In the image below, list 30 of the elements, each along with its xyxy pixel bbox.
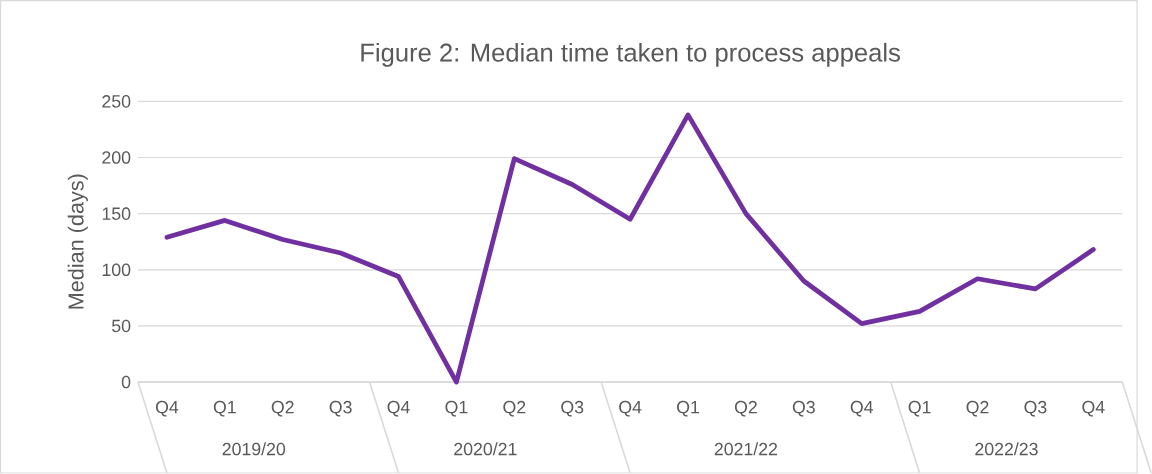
x-tick-label: Q4 (1082, 400, 1105, 417)
text: 2022/23 (975, 442, 1038, 456)
x-tick-label: Q1 (445, 400, 468, 417)
x-tick-label: Q4 (850, 400, 874, 417)
line-series (164, 112, 1096, 385)
x-tick-label: Q3 (329, 400, 352, 417)
text: 2021/22 (714, 442, 778, 456)
y-tick-label: 0 (121, 375, 131, 389)
x-tick-label: Q3 (561, 400, 584, 417)
x-tick-label: Q1 (908, 400, 931, 417)
x-tick-label: Q1 (677, 400, 699, 417)
y-tick-label: 200 (102, 151, 131, 164)
x-tick-label: Q2 (503, 400, 526, 417)
y-tick-label: 100 (102, 263, 131, 277)
x-tick-label: Q3 (1024, 400, 1047, 417)
y-tick-label: 150 (102, 207, 131, 221)
x-tick-label: Q2 (966, 400, 989, 417)
x-tick-label: Q4 (155, 400, 179, 417)
x-tick-label: Q2 (271, 400, 294, 417)
text: 2019/20 (222, 442, 286, 456)
x-tick-label: Q2 (734, 400, 757, 417)
y-tick-label: 50 (112, 319, 131, 333)
y-axis-title: Median (days) (67, 174, 88, 309)
chart-title: Figure 2: Median time taken to process appeals (361, 43, 900, 67)
x-tick-label: Q4 (387, 400, 410, 417)
x-tick-label: Q4 (619, 400, 642, 417)
x-tick-label: Q3 (792, 400, 815, 417)
x-tick-label: Q1 (213, 400, 236, 417)
text: 2020/21 (454, 442, 517, 456)
y-tick-label: 250 (102, 95, 131, 108)
